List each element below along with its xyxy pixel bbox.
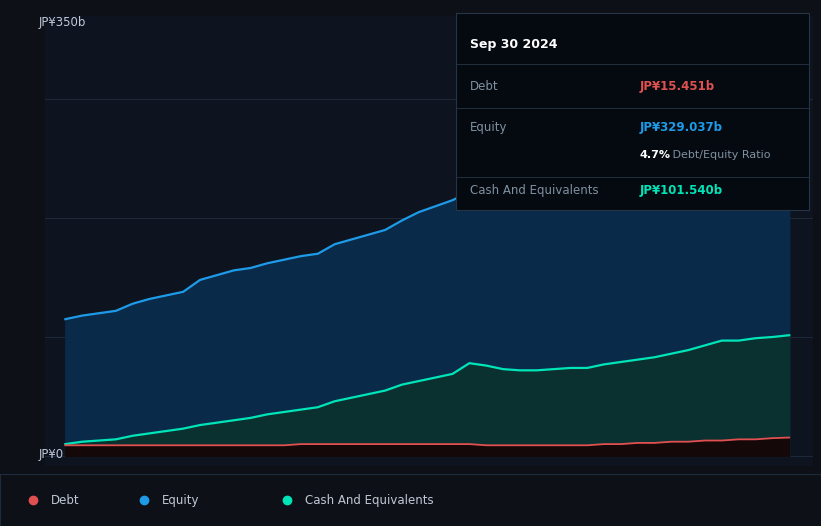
Text: Equity: Equity <box>162 494 200 507</box>
Text: Debt: Debt <box>470 79 498 93</box>
Text: 4.7%: 4.7% <box>640 150 670 160</box>
Text: JP¥15.451b: JP¥15.451b <box>640 79 714 93</box>
Text: Cash And Equivalents: Cash And Equivalents <box>470 184 599 197</box>
Text: Debt/Equity Ratio: Debt/Equity Ratio <box>669 150 771 160</box>
Text: Debt: Debt <box>51 494 80 507</box>
Text: JP¥329.037b: JP¥329.037b <box>640 121 722 134</box>
Text: Sep 30 2024: Sep 30 2024 <box>470 38 557 51</box>
Text: JP¥350b: JP¥350b <box>39 16 86 29</box>
Text: JP¥101.540b: JP¥101.540b <box>640 184 722 197</box>
Text: Cash And Equivalents: Cash And Equivalents <box>305 494 434 507</box>
Text: JP¥0: JP¥0 <box>39 448 64 461</box>
Text: Equity: Equity <box>470 121 507 134</box>
